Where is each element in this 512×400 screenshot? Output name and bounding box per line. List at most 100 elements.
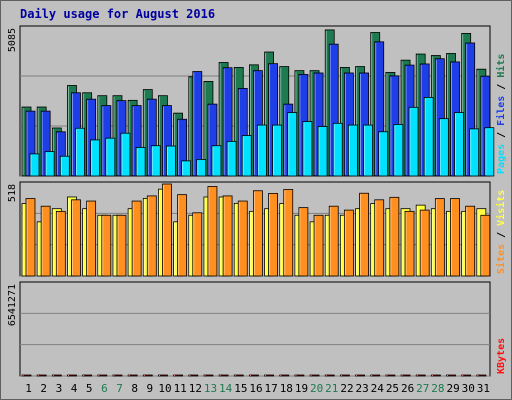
bar-pages-day-19 — [302, 121, 313, 177]
bar-pages-day-10 — [166, 145, 176, 177]
bar-pages-day-3 — [59, 155, 70, 177]
bar-pages-day-14 — [226, 140, 237, 177]
x-tick-label-day-23: 23 — [356, 382, 369, 395]
bar-sites-day-14 — [222, 195, 233, 277]
bar-sites-day-5 — [86, 200, 97, 277]
bar-sites-day-24 — [374, 199, 385, 277]
x-tick-label-day-29: 29 — [446, 382, 459, 395]
bar-kbytes-day-26 — [400, 374, 411, 377]
bar-kbytes-day-16 — [249, 374, 259, 377]
legend: Sites / Visits — [495, 190, 507, 274]
bar-pages-day-5 — [90, 139, 101, 177]
bar-sites-day-29 — [450, 198, 460, 277]
bar-kbytes-day-15 — [233, 374, 244, 377]
bar-pages-day-24 — [378, 131, 389, 177]
x-tick-label-day-17: 17 — [265, 382, 278, 395]
bar-sites-day-3 — [55, 210, 66, 277]
x-tick-label-day-15: 15 — [234, 382, 247, 395]
bar-pages-day-26 — [408, 106, 419, 177]
bar-pages-day-20 — [317, 126, 328, 177]
bar-pages-day-17 — [272, 124, 282, 177]
bar-sites-day-27 — [419, 209, 430, 277]
bar-sites-day-30 — [465, 205, 476, 277]
bar-kbytes-day-6 — [97, 374, 108, 377]
bar-kbytes-day-11 — [173, 374, 184, 377]
bar-sites-day-10 — [162, 183, 172, 277]
x-axis-labels: 1 2 3 4 5 6 7 8 9 10 11 12 13 14 15 16 17 18 19 20 21 22 23 24 2… — [25, 382, 490, 395]
legend-item-pages: Pages — [496, 144, 507, 174]
bar-kbytes-day-20 — [309, 374, 320, 377]
bar-pages-day-9 — [150, 145, 161, 177]
bar-kbytes-day-5 — [82, 374, 93, 377]
bar-sites-day-31 — [480, 214, 491, 277]
bar-pages-day-29 — [454, 112, 464, 177]
legend-separator: / — [496, 126, 507, 144]
panel-middle: 518 Sites / Visits — [7, 181, 507, 277]
bar-pages-day-6 — [105, 137, 116, 177]
bar-sites-day-6 — [101, 214, 112, 277]
bar-kbytes-day-9 — [142, 374, 153, 377]
bar-sites-day-28 — [434, 198, 445, 277]
x-tick-label-day-1: 1 — [25, 382, 32, 395]
bar-pages-day-27 — [423, 97, 434, 177]
legend-separator: / — [496, 226, 507, 244]
bar-pages-day-28 — [438, 118, 449, 177]
bar-kbytes-day-13 — [203, 374, 214, 377]
bar-kbytes-day-2 — [36, 374, 47, 377]
x-tick-label-day-14: 14 — [219, 382, 233, 395]
x-tick-label-day-26: 26 — [401, 382, 414, 395]
x-tick-label-day-6: 6 — [101, 382, 108, 395]
bar-kbytes-day-27 — [415, 374, 426, 377]
bar-kbytes-day-28 — [430, 374, 441, 377]
bar-sites-day-23 — [359, 192, 369, 277]
bar-kbytes-day-4 — [67, 374, 77, 377]
bar-pages-day-7 — [120, 132, 131, 177]
bar-pages-day-31 — [484, 127, 495, 177]
plot-area — [19, 281, 491, 377]
chart-panels: 5085 Pages / Files / Hits 518 Sites / Visit… — [7, 25, 507, 377]
x-tick-label-day-31: 31 — [477, 382, 490, 395]
bar-kbytes-day-29 — [446, 374, 456, 377]
bar-sites-day-9 — [146, 195, 157, 277]
bar-pages-day-22 — [347, 124, 358, 177]
panel-bottom: 6541271 KBytes — [7, 281, 507, 377]
bar-pages-day-11 — [181, 160, 192, 177]
bar-kbytes-day-23 — [355, 374, 365, 377]
bar-kbytes-day-3 — [51, 374, 62, 377]
bar-kbytes-day-12 — [188, 374, 199, 377]
panel-top: 5085 Pages / Files / Hits — [7, 25, 507, 177]
bar-sites-day-11 — [177, 194, 188, 277]
x-tick-label-day-9: 9 — [147, 382, 154, 395]
legend-separator: / — [496, 78, 507, 96]
bar-pages-day-18 — [287, 112, 298, 177]
y-max-label: 518 — [7, 184, 18, 202]
bar-kbytes-day-18 — [279, 374, 290, 377]
legend-item-files: Files — [495, 96, 507, 126]
bar-sites-day-4 — [71, 199, 81, 277]
bar-kbytes-day-22 — [339, 374, 350, 377]
bar-pages-day-13 — [211, 145, 222, 177]
legend-item-visits: Visits — [495, 190, 507, 226]
bar-sites-day-1 — [25, 198, 36, 277]
x-tick-label-day-30: 30 — [462, 382, 475, 395]
x-tick-label-day-11: 11 — [174, 382, 187, 395]
bar-sites-day-20 — [313, 214, 324, 277]
legend-item-kbytes: KBytes — [496, 338, 507, 374]
bar-pages-day-4 — [75, 127, 85, 177]
x-tick-label-day-12: 12 — [189, 382, 202, 395]
bar-pages-day-23 — [363, 124, 373, 177]
bar-sites-day-15 — [237, 200, 248, 277]
bar-kbytes-day-21 — [324, 374, 335, 377]
bar-pages-day-8 — [135, 147, 146, 177]
bar-sites-day-12 — [192, 212, 203, 277]
bar-pages-day-16 — [257, 124, 267, 177]
bar-sites-day-22 — [343, 209, 354, 277]
bar-kbytes-day-17 — [264, 374, 274, 377]
bar-sites-day-13 — [207, 186, 218, 277]
bar-kbytes-day-7 — [112, 374, 123, 377]
x-tick-label-day-21: 21 — [325, 382, 338, 395]
bar-sites-day-7 — [116, 214, 127, 277]
legend: Pages / Files / Hits — [495, 54, 507, 174]
x-tick-label-day-7: 7 — [116, 382, 123, 395]
